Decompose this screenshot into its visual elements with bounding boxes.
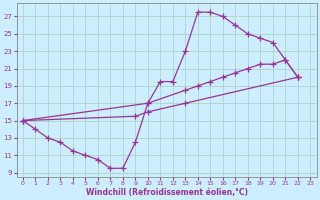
- X-axis label: Windchill (Refroidissement éolien,°C): Windchill (Refroidissement éolien,°C): [85, 188, 248, 197]
